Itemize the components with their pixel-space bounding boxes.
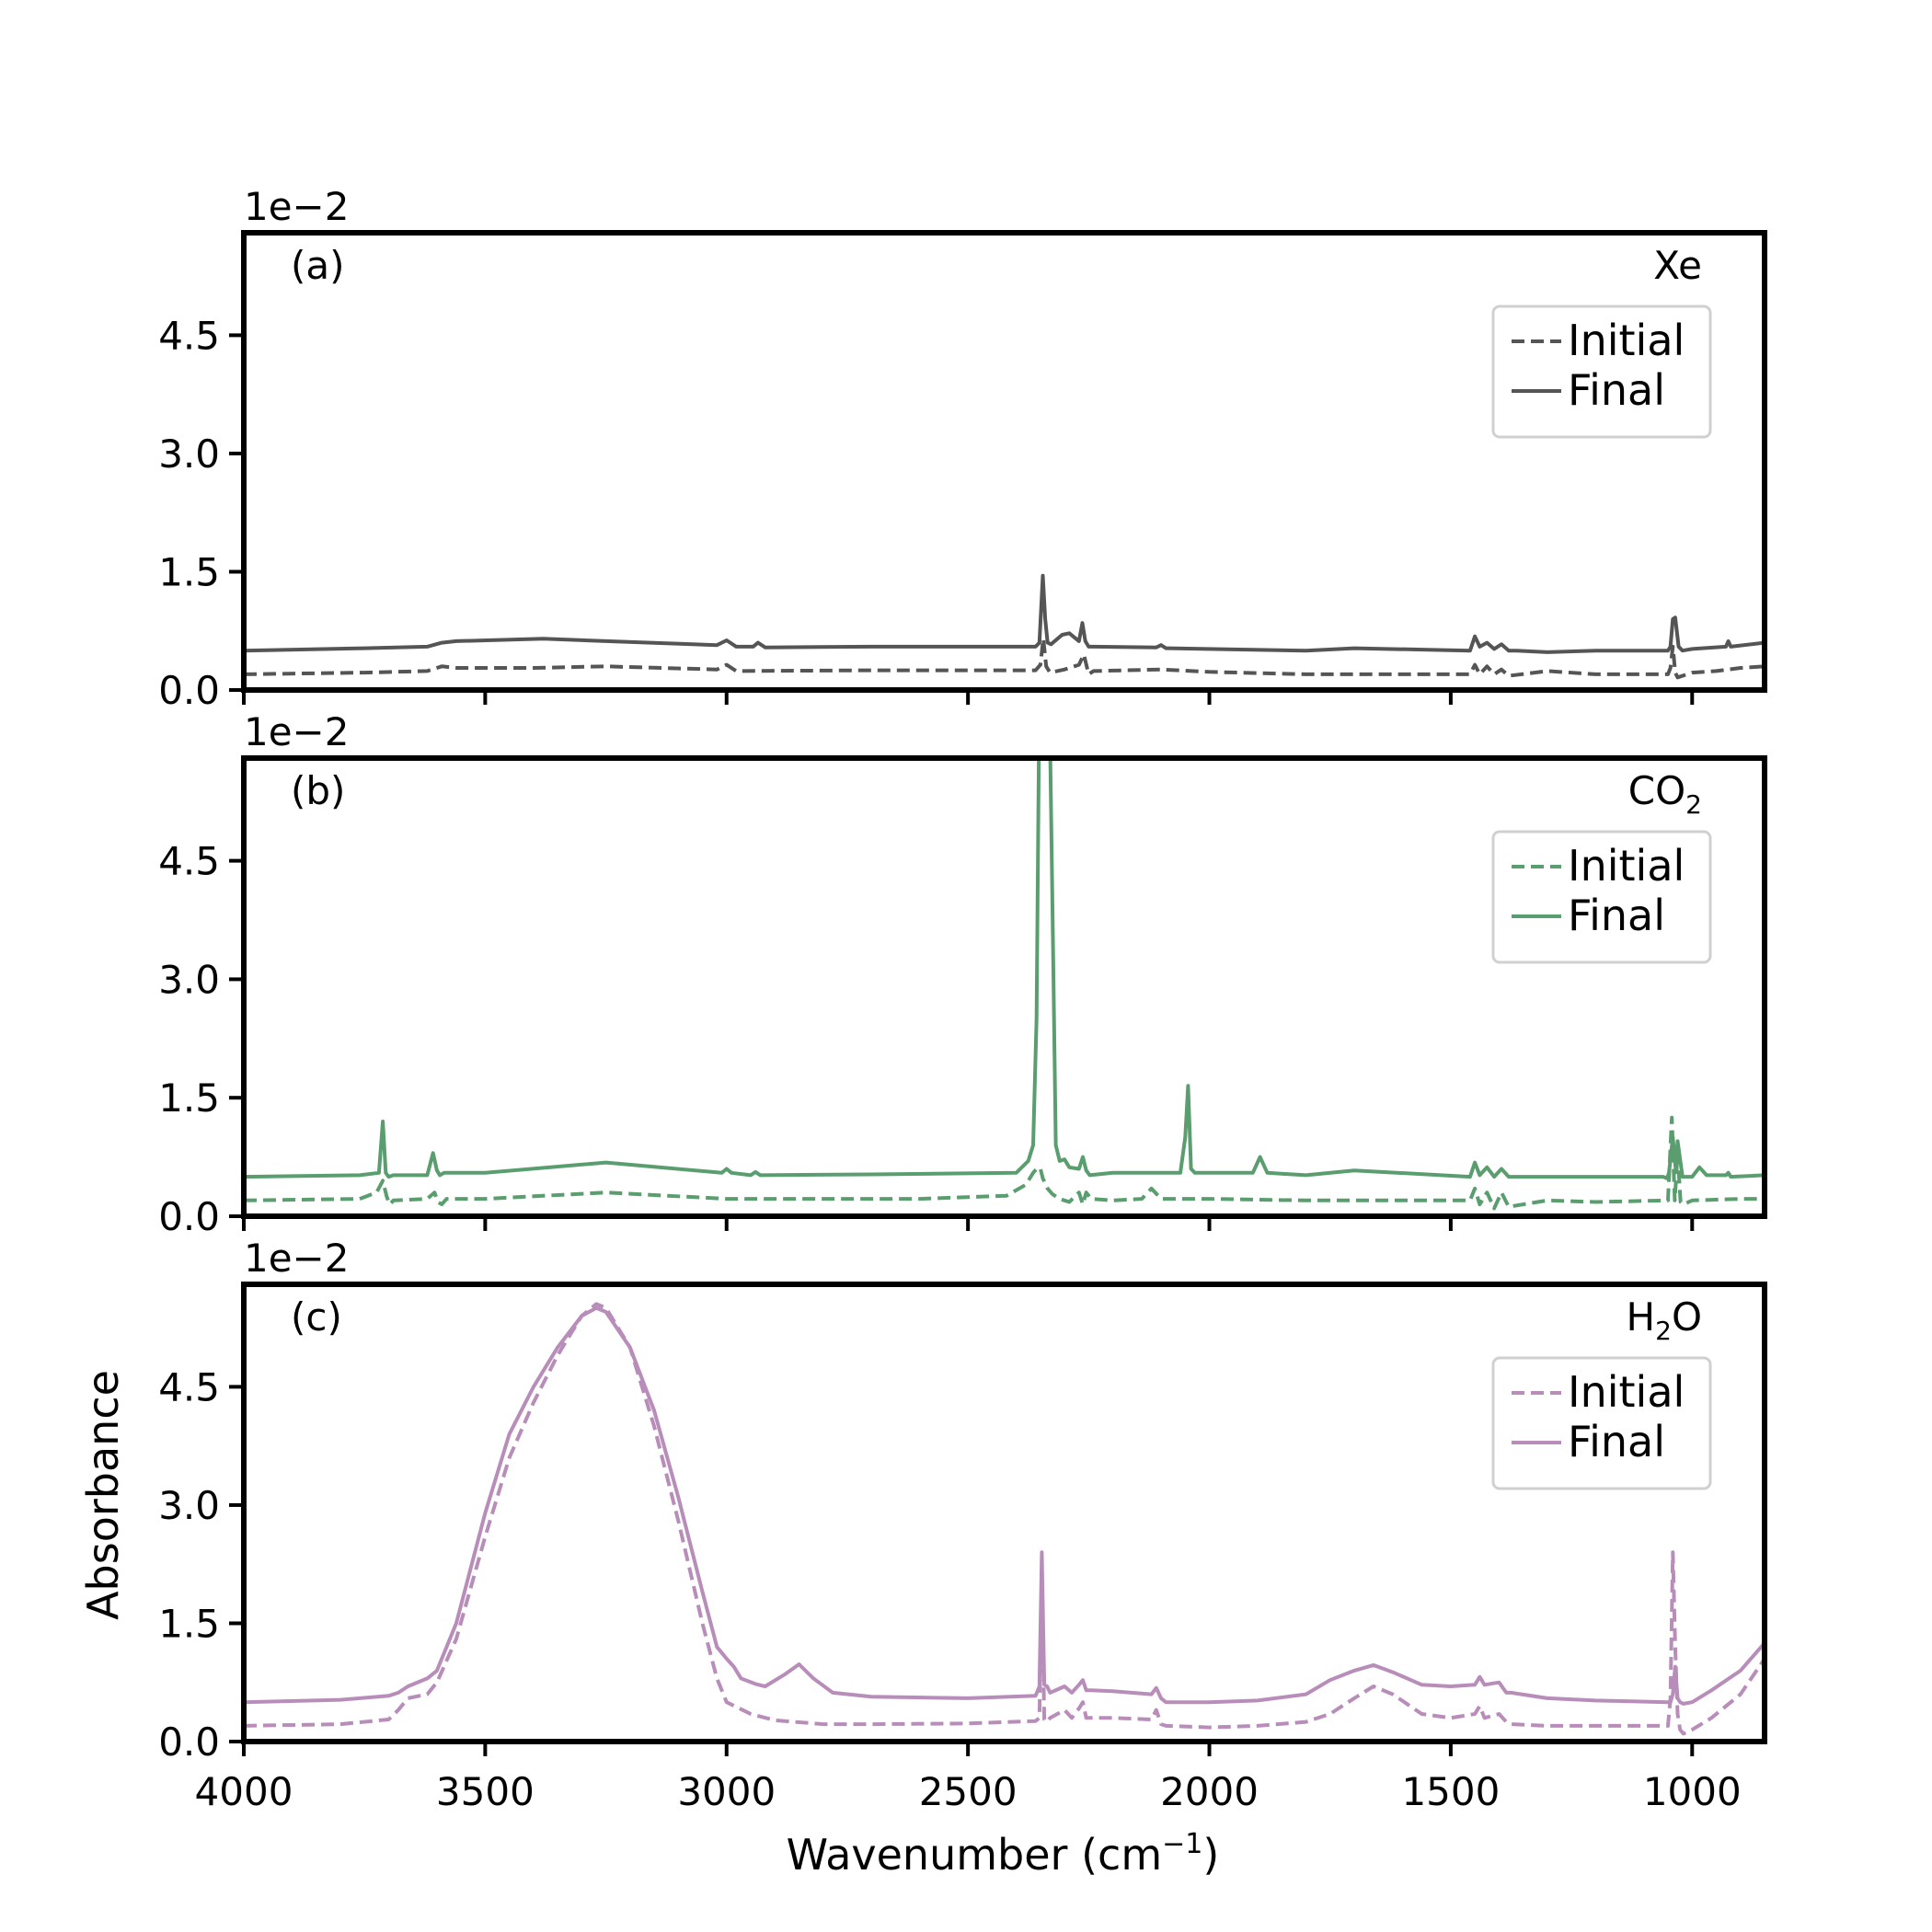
series-line-final <box>244 1305 1765 1706</box>
legend-box <box>1491 305 1712 439</box>
series-line-final <box>244 573 1765 654</box>
x-tick-label: 1500 <box>1401 1769 1500 1814</box>
x-axis-label-close: ) <box>1202 1830 1219 1880</box>
sample-label: CO2 <box>1628 768 1702 820</box>
y-tick-label: 0.0 <box>158 668 220 713</box>
x-tick-label: 2500 <box>919 1769 1018 1814</box>
y-tick-label: 4.5 <box>158 1364 220 1409</box>
x-tick-label: 4000 <box>195 1769 293 1814</box>
y-tick-label: 1.5 <box>158 1601 220 1646</box>
legend-label-final: Final <box>1568 891 1665 940</box>
axes-frame <box>241 1282 1767 1744</box>
x-axis: 4000 3500 3000 2500 2000 1500 1000 <box>195 1769 1742 1814</box>
sample-label: H2O <box>1627 1294 1702 1346</box>
y-tick-label: 0.0 <box>158 1719 220 1765</box>
y-axis-label: Absorbance <box>78 1370 128 1620</box>
legend-box <box>1491 1356 1712 1490</box>
y-tick-label: 4.5 <box>158 839 220 884</box>
x-axis-label-text: Wavenumber (cm <box>787 1830 1162 1880</box>
x-tick-label: 2000 <box>1160 1769 1259 1814</box>
axes-frame <box>241 230 1767 693</box>
panel-label: (b) <box>291 768 345 813</box>
y-tick-label: 1.5 <box>158 549 220 594</box>
series-group <box>244 1302 1765 1736</box>
sample-label: Xe <box>1653 243 1702 288</box>
legend-box <box>1491 830 1712 964</box>
legend-label-initial: Initial <box>1568 1367 1685 1417</box>
y-tick-label: 1.5 <box>158 1075 220 1121</box>
legend-label-initial: Initial <box>1568 841 1685 891</box>
x-tick-label: 3500 <box>436 1769 535 1814</box>
y-tick-label: 0.0 <box>158 1194 220 1239</box>
sample-label-main: H <box>1627 1294 1656 1340</box>
x-tick-label: 1000 <box>1643 1769 1742 1814</box>
sample-label-subscript: 2 <box>1655 1316 1672 1346</box>
y-tick-label: 3.0 <box>158 957 220 1002</box>
y-offset-label: 1e−2 <box>244 184 349 229</box>
series-line-initial <box>244 1115 1765 1211</box>
x-tick-label: 3000 <box>677 1769 776 1814</box>
sample-label-tail: O <box>1672 1294 1702 1340</box>
panel-label: (a) <box>291 243 345 288</box>
series-group <box>244 573 1765 680</box>
x-axis-label-superscript: −1 <box>1162 1828 1202 1860</box>
series-line-initial <box>244 637 1765 680</box>
y-offset-label: 1e−2 <box>244 709 349 754</box>
sample-label-main: CO <box>1628 768 1685 813</box>
y-offset-label: 1e−2 <box>244 1236 349 1281</box>
legend-label-initial: Initial <box>1568 316 1685 365</box>
legend-label-final: Final <box>1568 1417 1665 1466</box>
sample-label-main: Xe <box>1653 243 1702 288</box>
sample-label-subscript: 2 <box>1685 789 1702 820</box>
axes-frame <box>241 755 1767 1219</box>
series-line-final <box>244 758 1765 1180</box>
panels: 0.01.53.04.51e−2(a) XeInitialFinal0.01.53… <box>158 184 1767 1765</box>
y-tick-label: 3.0 <box>158 431 220 477</box>
panel-label: (c) <box>291 1294 342 1340</box>
y-tick-label: 4.5 <box>158 313 220 358</box>
x-axis-label: Wavenumber (cm−1) <box>787 1828 1220 1880</box>
legend-label-final: Final <box>1568 365 1665 415</box>
series-group <box>244 758 1765 1211</box>
y-tick-label: 3.0 <box>158 1483 220 1528</box>
